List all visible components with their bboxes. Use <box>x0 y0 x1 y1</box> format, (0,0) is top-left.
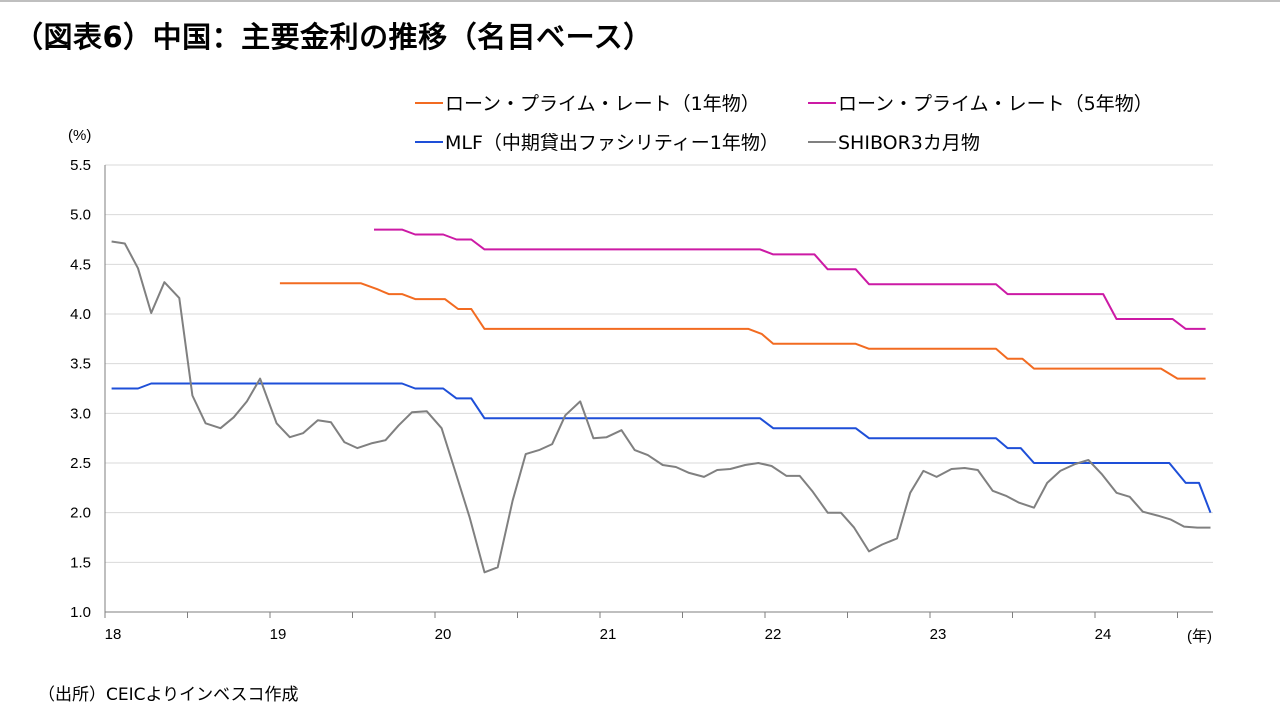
y-tick-label: 3.0 <box>70 405 91 422</box>
legend: ローン・プライム・レート（1年物） ローン・プライム・レート（5年物） MLF（中期… <box>415 93 1153 154</box>
top-rule <box>0 0 1280 2</box>
y-tick-label: 1.0 <box>70 604 91 621</box>
series-lines <box>111 228 1212 574</box>
y-axis-unit-label: (%) <box>68 127 91 144</box>
series-line-3 <box>111 382 1212 514</box>
x-tick-label: 24 <box>1095 626 1112 643</box>
y-tick-label: 5.5 <box>70 157 91 174</box>
x-tick-label: 23 <box>930 626 947 643</box>
series-line-1 <box>279 282 1206 380</box>
y-tick-label: 3.5 <box>70 356 91 373</box>
y-tick-label: 4.5 <box>70 256 91 273</box>
line-chart: 1.0 1.5 2.0 2.5 3.0 3.5 4.0 4.5 5.0 5.5 18 19 20 21 22… <box>68 93 1213 645</box>
y-tick-label: 1.5 <box>70 554 91 571</box>
x-tick-label: 19 <box>270 626 287 643</box>
y-tick-label: 2.5 <box>70 455 91 472</box>
x-tick-label: 21 <box>600 626 617 643</box>
x-tick-label: 18 <box>105 626 122 643</box>
x-tick-label: 20 <box>435 626 452 643</box>
axes: 1.0 1.5 2.0 2.5 3.0 3.5 4.0 4.5 5.0 5.5 18 19 20 21 22… <box>70 157 1213 643</box>
legend-label-3: MLF（中期貸出ファシリティー1年物） <box>445 132 779 154</box>
legend-label-1: ローン・プライム・レート（1年物） <box>445 93 760 115</box>
y-tick-label: 5.0 <box>70 207 91 224</box>
y-tick-label: 2.0 <box>70 505 91 522</box>
legend-label-2: ローン・プライム・レート（5年物） <box>838 93 1153 115</box>
legend-label-4: SHIBOR3カ月物 <box>838 132 980 154</box>
gridlines <box>105 164 1213 563</box>
source-note: （出所）CEICよりインベスコ作成 <box>38 685 299 705</box>
page-title: （図表6）中国：主要金利の推移（名目ベース） <box>14 20 653 54</box>
y-tick-label: 4.0 <box>70 306 91 323</box>
series-line-2 <box>374 228 1206 330</box>
series-line-4 <box>111 240 1211 574</box>
x-axis-unit-label: (年) <box>1187 628 1212 645</box>
x-tick-label: 22 <box>765 626 782 643</box>
